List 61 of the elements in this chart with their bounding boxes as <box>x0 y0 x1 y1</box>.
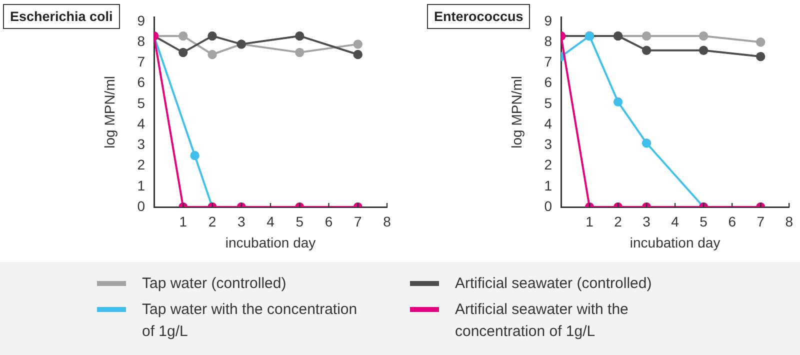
y-tick-label: 4 <box>544 115 552 132</box>
x-tick-label: 6 <box>728 213 736 230</box>
x-tick-label: 1 <box>179 213 188 230</box>
y-tick-label: 0 <box>544 198 552 214</box>
x-tick-label: 6 <box>324 213 333 230</box>
y-tick-label: 7 <box>137 54 146 70</box>
point <box>756 52 766 62</box>
point <box>178 48 188 58</box>
y-tick-label: 4 <box>137 115 146 132</box>
x-tick-label: 3 <box>642 213 651 230</box>
y-tick-label: 3 <box>137 136 146 152</box>
chart-title: Escherichia coli <box>3 4 120 29</box>
x-tick-label: 2 <box>208 213 216 230</box>
point <box>698 46 708 55</box>
y-tick-label: 2 <box>544 156 552 173</box>
y-tick-label: 5 <box>137 94 146 111</box>
point <box>642 31 652 41</box>
y-tick-label: 6 <box>544 74 552 90</box>
legend-label: Artificial seawater with the concentration of 1g/L <box>455 300 630 342</box>
legend-label: Artificial seawater (controlled) <box>455 274 653 294</box>
chart-title: Enterococcus <box>427 4 530 29</box>
point <box>642 46 652 55</box>
x-tick-label: 1 <box>586 213 594 230</box>
y-tick-label: 8 <box>544 32 552 49</box>
point <box>178 31 188 41</box>
y-tick-label: 2 <box>137 156 146 173</box>
point <box>613 97 623 106</box>
y-tick-label: 3 <box>544 136 552 152</box>
point <box>208 50 217 60</box>
x-axis-title: incubation day <box>630 234 720 250</box>
legend-label: Tap water (controlled) <box>142 274 288 294</box>
y-axis-title: log MPN/ml <box>101 76 118 148</box>
x-tick-label: 3 <box>237 213 246 230</box>
y-tick-label: 9 <box>137 12 146 28</box>
x-axis-title: incubation day <box>225 234 316 250</box>
legend-label: Tap water with the concentration of 1g/L <box>142 300 358 342</box>
x-tick-label: 8 <box>785 213 794 230</box>
x-tick-label: 4 <box>266 213 275 230</box>
x-tick-label: 5 <box>700 213 708 230</box>
x-tick-label: 7 <box>354 213 362 230</box>
point <box>698 31 708 41</box>
x-tick-label: 8 <box>383 213 392 230</box>
x-tick-label: 5 <box>296 213 304 230</box>
y-tick-label: 8 <box>137 32 146 49</box>
point <box>295 48 304 58</box>
x-tick-label: 4 <box>671 213 680 230</box>
y-tick-label: 1 <box>137 177 146 194</box>
point <box>353 40 362 49</box>
x-tick-label: 7 <box>756 213 765 230</box>
point <box>295 31 304 41</box>
point <box>208 31 217 41</box>
y-tick-label: 0 <box>137 198 146 214</box>
x-tick-label: 2 <box>614 213 622 230</box>
y-tick-label: 6 <box>137 74 146 90</box>
y-tick-label: 7 <box>544 54 552 70</box>
point <box>756 38 766 47</box>
y-tick-label: 5 <box>544 94 552 111</box>
y-tick-label: 1 <box>544 177 552 194</box>
y-tick-label: 9 <box>544 12 552 28</box>
y-axis-title: log MPN/ml <box>508 76 524 148</box>
point <box>353 50 362 60</box>
